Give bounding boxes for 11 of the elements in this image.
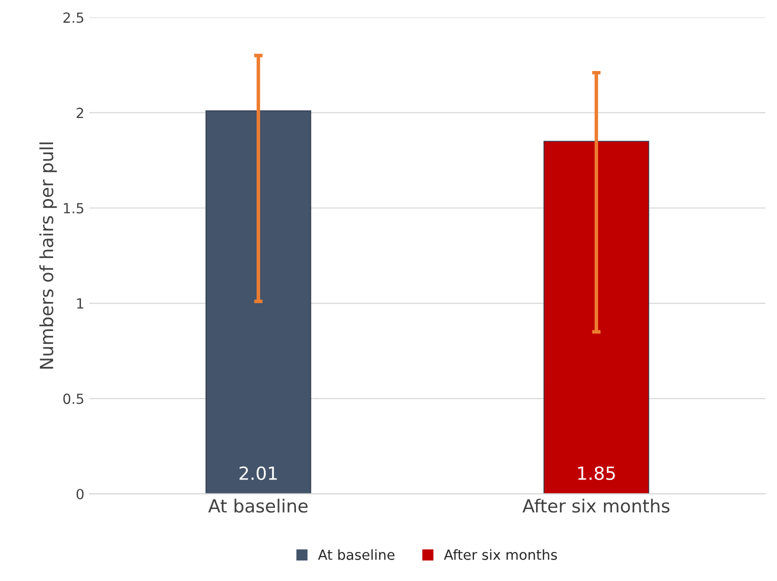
y-tick-label: 1 (77, 298, 84, 309)
y-tick-label: 1.5 (64, 203, 84, 214)
y-tick-label: 2 (76, 108, 84, 118)
data-label: 1.85 (578, 466, 615, 480)
y-tick-label: 0 (76, 488, 84, 500)
legend-label: After six months (444, 549, 557, 560)
y-tick-label: 2.5 (63, 12, 84, 23)
legend-label: At baseline (318, 549, 394, 560)
y-axis-title: Numbers of hairs per pull (39, 142, 57, 369)
y-tick-label: 0.5 (63, 394, 84, 404)
data-label: 2.01 (240, 466, 277, 480)
